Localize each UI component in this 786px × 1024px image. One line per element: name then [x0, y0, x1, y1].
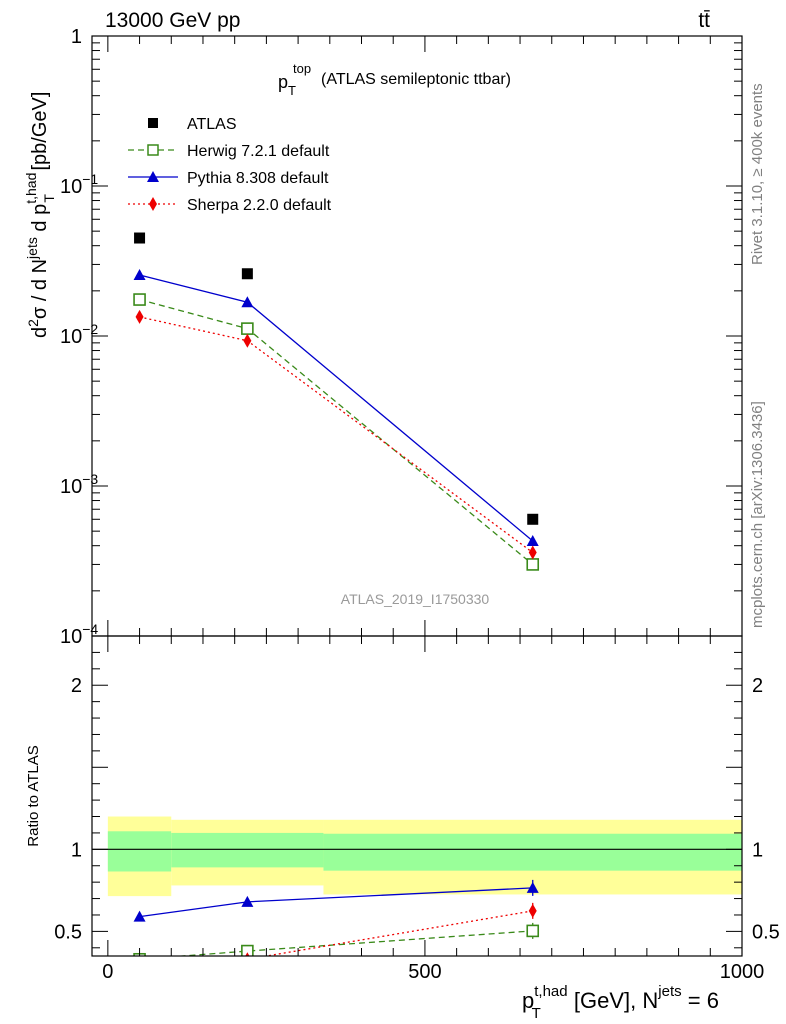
legend: ATLAS Herwig 7.2.1 default Pythia 8.308 … [128, 116, 332, 214]
ratio-series-point [526, 924, 540, 938]
process-label: tt̄ [698, 9, 710, 32]
ratio-panel: 0.5 0.5 1 1 2 2 0 500 1000 Ratio to ATLAS pt,had… [25, 635, 780, 1022]
x-tick-label: 500 [408, 961, 441, 983]
ratio-series [133, 879, 540, 974]
main-y-tick-label: 10−4 [60, 621, 98, 648]
ratio-series-point [526, 881, 539, 893]
main-series-line [139, 298, 534, 565]
main-series-point [526, 558, 540, 571]
atlas-data-point [134, 232, 146, 244]
main-series-point [133, 269, 146, 281]
main-series-point [243, 333, 252, 348]
ratio-frame [91, 635, 743, 957]
plot-title-rest: (ATLAS semileptonic ttbar) [321, 71, 511, 88]
ratio-y-tick-label: 0.5 [54, 921, 82, 943]
ratio-series-line [174, 930, 533, 956]
legend-marker-atlas [148, 118, 158, 128]
x-tick-label: 0 [102, 961, 113, 983]
ratio-y-tick-label-right: 1 [752, 839, 763, 861]
ratio-series-point [241, 944, 254, 956]
main-y-tick-label: 1 [71, 26, 82, 48]
legend-label-atlas: ATLAS [187, 116, 237, 133]
legend-label-herwig: Herwig 7.2.1 default [187, 143, 330, 160]
ratio-series-point [136, 960, 144, 974]
atlas-data-point [527, 513, 539, 525]
legend-marker-pythia [147, 171, 159, 182]
ratio-bands [107, 816, 742, 897]
ratio-y-tick-label-right: 2 [752, 675, 763, 697]
main-series-point [135, 309, 144, 324]
legend-marker-sherpa [149, 197, 157, 211]
ratio-ylabel: Ratio to ATLAS [25, 745, 42, 846]
main-series [133, 232, 540, 571]
plot-title: pT [278, 72, 296, 98]
main-series-point [526, 534, 539, 546]
main-y-tick-label: 10−1 [60, 171, 98, 198]
energy-label: 13000 GeV pp [105, 9, 240, 32]
legend-label-sherpa: Sherpa 2.2.0 default [187, 197, 332, 214]
ratio-y-tick-label: 2 [71, 675, 82, 697]
main-panel: 1 10−1 10−2 10−3 10−4 pT top (ATLAS semilept… [23, 26, 743, 648]
ratio-series-point [133, 910, 146, 922]
mcplots-label: mcplots.cern.ch [arXiv:1306.3436] [749, 401, 766, 628]
ratio-series-point [241, 895, 254, 907]
plot-title-main: p [278, 72, 288, 92]
rivet-label: Rivet 3.1.10, ≥ 400k events [749, 83, 766, 265]
x-axis-label: pt,had T [GeV], Njets = 6 [522, 983, 719, 1022]
main-y-tick-label: 10−3 [60, 471, 98, 498]
x-tick-label: 1000 [720, 961, 765, 983]
legend-label-pythia: Pythia 8.308 default [187, 170, 329, 187]
ratio-y-tick-label-right: 0.5 [752, 921, 780, 943]
ratio-y-tick-label: 1 [71, 839, 82, 861]
ratio-band-green [323, 833, 742, 871]
main-axis-ticks: 1 10−1 10−2 10−3 10−4 [60, 26, 743, 648]
ratio-series-line [262, 910, 533, 956]
legend-marker-herwig [147, 144, 159, 156]
plot-title-sup: top [293, 61, 311, 76]
main-series-point [133, 293, 146, 306]
atlas-data-point [241, 268, 253, 280]
main-series-line [139, 316, 534, 554]
main-ylabel: d2σ / d Njets d pt,had T [pb/GeV] [23, 92, 57, 338]
analysis-watermark: ATLAS_2019_I1750330 [341, 591, 490, 607]
plot-title-sub: T [288, 83, 296, 98]
ratio-band-green [171, 832, 324, 868]
ratio-axis-ticks: 0.5 0.5 1 1 2 2 0 500 1000 [54, 636, 780, 983]
ratio-series-point [245, 952, 250, 956]
main-series-point [241, 296, 254, 308]
ratio-band-green [107, 831, 172, 872]
main-y-tick-label: 10−2 [60, 321, 98, 348]
ratio-series-point [528, 903, 537, 918]
main-series-point [241, 322, 254, 335]
main-series-point [528, 545, 537, 560]
